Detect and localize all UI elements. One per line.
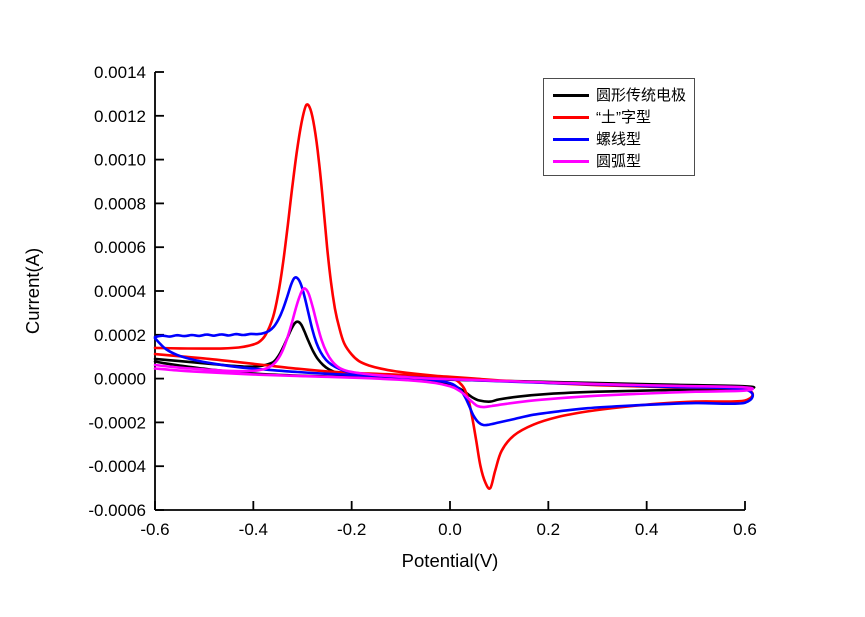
curves: [153, 103, 756, 490]
legend-label: 圆弧型: [596, 152, 642, 170]
y-axis-title: Current(A): [22, 248, 43, 334]
x-tick-labels: -0.6 -0.4 -0.2 0.0 0.2 0.4 0.6: [140, 520, 756, 539]
y-tick-label: -0.0004: [88, 457, 146, 476]
x-tick-label: -0.4: [239, 520, 268, 539]
y-tick-label: -0.0006: [88, 501, 146, 520]
x-tick-label: 0.0: [438, 520, 462, 539]
legend-line-swatch: [553, 93, 589, 97]
legend-item-arc-type: 圆弧型: [553, 150, 690, 172]
y-tick-label: 0.0000: [94, 370, 146, 389]
x-tick-label: 0.2: [537, 520, 561, 539]
y-tick-labels: 0.0014 0.0012 0.0010 0.0008 0.0006 0.0004 0.00…: [88, 63, 146, 520]
legend-label: 圆形传统电极: [596, 86, 687, 104]
legend-line-swatch: [553, 159, 589, 163]
y-tick-label: 0.0008: [94, 194, 146, 213]
y-tick-label: 0.0010: [94, 151, 146, 170]
legend-label: 螺线型: [596, 130, 642, 148]
y-tick-label: 0.0012: [94, 107, 146, 126]
x-tick-label: 0.4: [635, 520, 659, 539]
tick-marks: [154, 71, 746, 511]
legend-item-spiral-type: 螺线型: [553, 128, 690, 150]
y-tick-label: -0.0002: [88, 413, 146, 432]
legend-item-circular-traditional-electrode: 圆形传统电极: [553, 84, 690, 106]
x-tick-label: -0.6: [140, 520, 169, 539]
x-tick-label: 0.6: [733, 520, 757, 539]
x-axis-title: Potential(V): [402, 550, 499, 571]
curve-arc-type: [153, 287, 754, 409]
y-tick-label: 0.0004: [94, 282, 146, 301]
y-tick-label: 0.0002: [94, 326, 146, 345]
legend-line-swatch: [553, 115, 589, 119]
legend-box: 圆形传统电极 “土”字型螺线型圆弧型: [543, 78, 695, 176]
legend-line-swatch: [553, 137, 589, 141]
legend-item-cross-type: “土”字型: [553, 106, 690, 128]
x-tick-label: -0.2: [337, 520, 366, 539]
curve-spiral-type: [153, 276, 754, 427]
legend-label: “土”字型: [596, 108, 651, 126]
y-tick-label: 0.0006: [94, 238, 146, 257]
y-tick-label: 0.0014: [94, 63, 146, 82]
